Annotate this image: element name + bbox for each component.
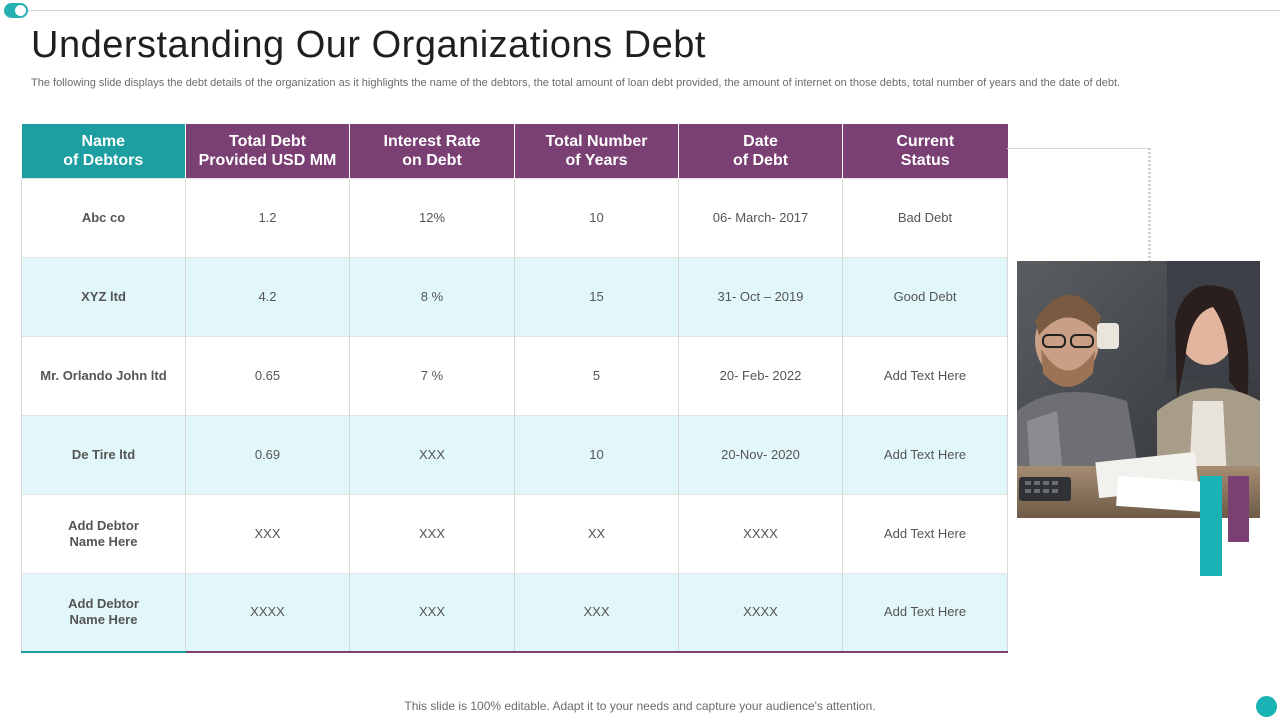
cell-status: Good Debt: [842, 256, 1008, 336]
page-title: Understanding Our Organizations Debt: [31, 24, 706, 66]
cell-name: De Tire ltd: [21, 414, 186, 494]
cell-debt: 0.65: [185, 335, 350, 415]
cell-years: 15: [514, 256, 679, 336]
cell-debt: 4.2: [185, 256, 350, 336]
cell-name: Add Debtor Name Here: [21, 572, 186, 653]
cell-date: 06- March- 2017: [678, 177, 843, 257]
teal-accent-bar: [1200, 476, 1222, 576]
cell-years: 10: [514, 414, 679, 494]
cell-status: Add Text Here: [842, 335, 1008, 415]
corner-dot-icon: [1256, 696, 1277, 717]
table-row: Add Debtor Name Here XXXX XXX XXX XXXX Ad…: [21, 572, 1008, 653]
cell-name: XYZ ltd: [21, 256, 186, 336]
cell-rate: XXX: [349, 493, 515, 573]
table-row: XYZ ltd 4.2 8 % 15 31- Oct – 2019 Good D…: [21, 256, 1008, 336]
cell-years: XXX: [514, 572, 679, 653]
purple-accent-bar: [1228, 476, 1249, 542]
cell-status: Add Text Here: [842, 493, 1008, 573]
cell-status: Add Text Here: [842, 572, 1008, 653]
cell-date: XXXX: [678, 493, 843, 573]
table-row: Mr. Orlando John ltd 0.65 7 % 5 20- Feb-…: [21, 335, 1008, 415]
cell-name: Add Debtor Name Here: [21, 493, 186, 573]
cell-date: 20- Feb- 2022: [678, 335, 843, 415]
table-row: De Tire ltd 0.69 XXX 10 20-Nov- 2020 Add…: [21, 414, 1008, 494]
cell-rate: 7 %: [349, 335, 515, 415]
cell-date: 31- Oct – 2019: [678, 256, 843, 336]
debt-table: Name of Debtors Total Debt Provided USD MM…: [21, 124, 1008, 653]
cell-rate: 8 %: [349, 256, 515, 336]
top-divider: [18, 10, 1280, 11]
people-photo: [1017, 261, 1260, 518]
cell-debt: XXXX: [185, 572, 350, 653]
cell-debt: 0.69: [185, 414, 350, 494]
cell-years: XX: [514, 493, 679, 573]
cell-status: Bad Debt: [842, 177, 1008, 257]
cell-date: XXXX: [678, 572, 843, 653]
cell-status: Add Text Here: [842, 414, 1008, 494]
cell-years: 10: [514, 177, 679, 257]
connector-line: [1007, 148, 1150, 149]
connector-dotted-line: [1148, 148, 1151, 262]
header-interest-rate: Interest Rate on Debt: [349, 124, 515, 178]
toggle-icon: [4, 3, 28, 18]
cell-rate: XXX: [349, 572, 515, 653]
cell-debt: 1.2: [185, 177, 350, 257]
header-total-years: Total Number of Years: [514, 124, 679, 178]
header-total-debt: Total Debt Provided USD MM: [185, 124, 350, 178]
header-name: Name of Debtors: [21, 124, 186, 178]
cell-rate: XXX: [349, 414, 515, 494]
cell-years: 5: [514, 335, 679, 415]
header-date: Date of Debt: [678, 124, 843, 178]
page-subtitle: The following slide displays the debt de…: [31, 77, 1121, 89]
table-row: Add Debtor Name Here XXX XXX XX XXXX Add …: [21, 493, 1008, 573]
table-row: Abc co 1.2 12% 10 06- March- 2017 Bad De…: [21, 177, 1008, 257]
footer-note: This slide is 100% editable. Adapt it to…: [404, 699, 876, 713]
header-status: Current Status: [842, 124, 1008, 178]
cell-name: Mr. Orlando John ltd: [21, 335, 186, 415]
table-header-row: Name of Debtors Total Debt Provided USD MM…: [21, 124, 1008, 178]
cell-rate: 12%: [349, 177, 515, 257]
cell-date: 20-Nov- 2020: [678, 414, 843, 494]
cell-debt: XXX: [185, 493, 350, 573]
cell-name: Abc co: [21, 177, 186, 257]
